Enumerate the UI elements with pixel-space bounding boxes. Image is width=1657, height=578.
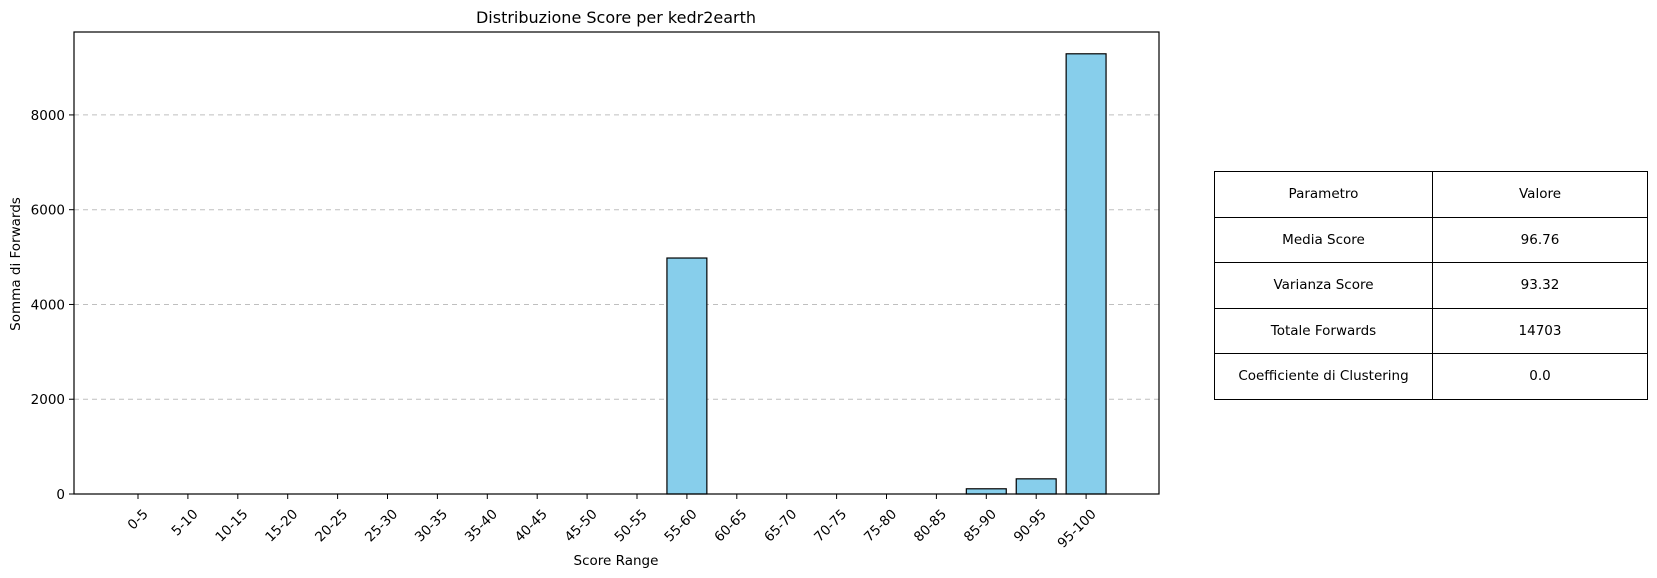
x-tick-label: 15-20 (262, 506, 301, 545)
x-tick-label: 35-40 (462, 506, 501, 545)
x-tick-label: 10-15 (212, 506, 251, 545)
table-header-cell: Parametro (1214, 171, 1433, 218)
x-tick-label: 25-30 (362, 506, 401, 545)
x-tick-label: 85-90 (961, 506, 1000, 545)
table-param-cell: Coefficiente di Clustering (1214, 353, 1433, 400)
y-axis-label: Somma di Forwards (8, 197, 24, 331)
table-param-cell: Totale Forwards (1214, 307, 1433, 354)
y-tick-label: 6000 (31, 203, 65, 219)
chart-title: Distribuzione Score per kedr2earth (476, 8, 756, 27)
x-tick-label: 40-45 (512, 506, 551, 545)
x-tick-label: 50-55 (612, 506, 651, 545)
x-tick-label: 80-85 (911, 506, 950, 545)
bar-55-60 (666, 257, 708, 495)
gridlines (74, 114, 1159, 495)
x-tick-label: 55-60 (661, 506, 700, 545)
table-value-cell: 93.32 (1432, 262, 1648, 309)
x-tick-label: 45-50 (562, 506, 601, 545)
table-param-cell: Varianza Score (1214, 262, 1433, 309)
table-param-cell: Media Score (1214, 216, 1433, 263)
table-row: Media Score 96.76 (1214, 216, 1648, 263)
y-tick-label: 4000 (31, 297, 65, 313)
x-tick-label: 0-5 (125, 506, 152, 533)
table-value-cell: 96.76 (1432, 216, 1648, 263)
bars (666, 53, 1107, 495)
table-value-cell: 0.0 (1432, 353, 1648, 400)
x-tick-label: 75-80 (861, 506, 900, 545)
table-header-cell: Valore (1432, 171, 1648, 218)
y-tick-label: 2000 (31, 392, 65, 408)
table-row: Coefficiente di Clustering 0.0 (1214, 353, 1648, 400)
x-tick-label: 30-35 (412, 506, 451, 545)
x-tick-label: 70-75 (811, 506, 850, 545)
bar-85-90 (965, 488, 1007, 495)
plot-frame (73, 31, 1160, 495)
x-tick-label: 65-70 (761, 506, 800, 545)
bar-95-100 (1065, 53, 1107, 495)
bar-90-95 (1015, 478, 1057, 495)
stats-table: Parametro Valore Media Score 96.76 Varia… (1214, 171, 1648, 400)
x-tick-label: 90-95 (1011, 506, 1050, 545)
x-axis-ticks: 0-5 5-10 10-15 15-20 20-25 25-30 30-35 35-40 40-… (125, 494, 1100, 551)
table-value-cell: 14703 (1432, 307, 1648, 354)
table-header-row: Parametro Valore (1214, 171, 1648, 218)
y-tick-label: 8000 (31, 108, 65, 124)
x-tick-label: 95-100 (1055, 506, 1100, 551)
x-axis-label: Score Range (574, 553, 659, 569)
x-tick-label: 60-65 (711, 506, 750, 545)
x-tick-label: 5-10 (169, 506, 202, 539)
x-tick-label: 20-25 (312, 506, 351, 545)
y-axis-ticks: 0 2000 4000 6000 8000 (31, 108, 74, 503)
table-row: Varianza Score 93.32 (1214, 262, 1648, 309)
table-row: Totale Forwards 14703 (1214, 307, 1648, 354)
y-tick-label: 0 (56, 487, 65, 503)
